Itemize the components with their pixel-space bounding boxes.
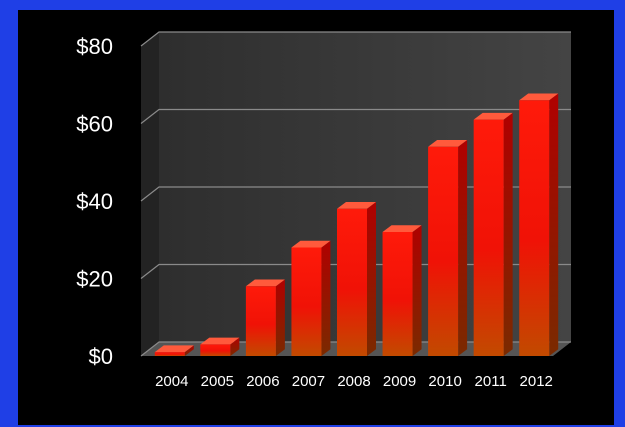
- x-tick-label: 2012: [520, 373, 553, 390]
- x-tick-label: 2011: [475, 373, 507, 390]
- bar-2011: [473, 112, 513, 356]
- x-tick-label: 2010: [428, 373, 461, 390]
- chart-panel: $0 $20 $40 $60 $80 2004 2005 2006 2007 2008 2009 2…: [18, 10, 614, 425]
- bar-2009: [382, 225, 422, 356]
- x-tick-label: 2007: [292, 373, 325, 390]
- bar-2004: [154, 345, 194, 356]
- bar-2010: [428, 140, 468, 356]
- y-tick-label: $40: [76, 189, 113, 214]
- y-tick-label: $0: [89, 344, 113, 369]
- x-tick-label: 2004: [155, 373, 188, 390]
- x-tick-label: 2006: [246, 373, 279, 390]
- bar-2005: [200, 337, 240, 356]
- bar-2008: [337, 202, 376, 356]
- gridline: [140, 108, 571, 124]
- x-tick-label: 2009: [383, 373, 416, 390]
- bar-2012: [519, 93, 559, 356]
- bar-2007: [291, 240, 331, 356]
- bar-2006: [245, 279, 285, 356]
- y-tick-label: $80: [76, 34, 113, 59]
- y-tick-label: $20: [76, 267, 113, 292]
- y-tick-label: $60: [76, 112, 113, 137]
- x-tick-label: 2008: [337, 373, 370, 390]
- gridline: [140, 31, 571, 47]
- bar-chart: $0 $20 $40 $60 $80 2004 2005 2006 2007 2008 2009 2…: [76, 31, 571, 390]
- x-tick-label: 2005: [201, 373, 234, 390]
